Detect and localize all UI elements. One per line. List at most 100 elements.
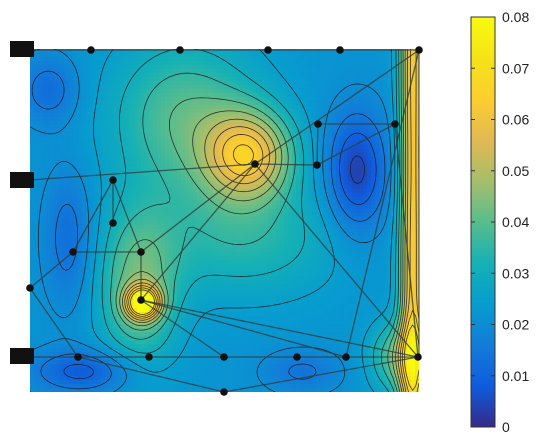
field-cell (351, 232, 357, 238)
field-cell (339, 52, 345, 58)
field-cell (133, 88, 138, 94)
field-cell (363, 112, 368, 118)
field-cell (367, 148, 372, 154)
field-cell (33, 164, 39, 170)
field-cell (288, 180, 293, 186)
field-cell (367, 49, 372, 54)
field-cell (228, 148, 234, 154)
field-cell (204, 220, 210, 226)
field-cell (375, 152, 380, 158)
field-cell (387, 160, 392, 166)
field-cell (343, 124, 349, 130)
field-cell (196, 188, 202, 194)
field-cell (65, 228, 71, 234)
field-cell (200, 160, 206, 166)
field-cell (129, 248, 134, 254)
field-cell (375, 80, 380, 86)
field-cell (323, 152, 329, 158)
field-cell (180, 196, 186, 202)
field-cell (371, 104, 376, 110)
field-cell (387, 244, 392, 250)
field-cell (145, 49, 150, 54)
field-cell (307, 96, 313, 102)
field-cell (81, 244, 87, 250)
field-cell (228, 204, 234, 210)
field-cell (129, 64, 134, 70)
field-cell (113, 228, 118, 234)
field-cell (411, 100, 416, 106)
field-cell (228, 192, 234, 198)
field-cell (260, 180, 265, 186)
field-cell (224, 84, 230, 90)
field-cell (351, 164, 357, 170)
field-cell (61, 116, 67, 122)
field-cell (37, 180, 43, 186)
field-cell (164, 112, 170, 118)
field-cell (224, 232, 230, 238)
field-cell (224, 140, 230, 146)
field-cell (383, 124, 388, 130)
field-cell (184, 248, 190, 254)
field-cell (30, 240, 35, 246)
field-cell (212, 220, 218, 226)
field-cell (73, 176, 79, 182)
field-cell (204, 80, 210, 86)
field-cell (264, 180, 269, 186)
field-cell (184, 136, 190, 142)
field-cell (355, 176, 361, 182)
field-cell (264, 76, 269, 82)
field-cell (105, 49, 110, 54)
field-cell (145, 224, 150, 230)
field-cell (311, 228, 317, 234)
field-cell (37, 56, 43, 62)
field-cell (69, 124, 75, 130)
field-cell (395, 88, 400, 94)
field-cell (164, 240, 170, 246)
field-cell (407, 236, 412, 242)
field-cell (93, 116, 99, 122)
field-cell (240, 56, 245, 62)
field-cell (411, 140, 416, 146)
field-cell (89, 116, 95, 122)
field-cell (291, 120, 297, 126)
field-cell (196, 80, 202, 86)
field-cell (81, 224, 87, 230)
field-cell (73, 132, 79, 138)
field-cell (121, 52, 126, 58)
field-cell (240, 232, 245, 238)
field-cell (196, 124, 202, 130)
field-cell (69, 144, 75, 150)
field-cell (53, 108, 59, 114)
field-cell (359, 84, 365, 90)
field-cell (196, 132, 202, 138)
field-cell (121, 148, 126, 154)
field-cell (228, 136, 234, 142)
field-cell (73, 49, 79, 54)
field-cell (311, 188, 317, 194)
field-cell (415, 232, 419, 238)
field-cell (303, 96, 309, 102)
field-cell (280, 104, 285, 110)
field-cell (105, 124, 110, 130)
field-cell (45, 88, 51, 94)
field-cell (109, 140, 114, 146)
field-cell (252, 208, 257, 214)
field-cell (133, 60, 138, 66)
field-cell (228, 208, 234, 214)
field-cell (280, 68, 285, 74)
field-cell (256, 196, 261, 202)
field-cell (319, 228, 325, 234)
field-cell (97, 64, 103, 70)
field-cell (228, 228, 234, 234)
field-cell (41, 232, 47, 238)
field-cell (129, 160, 134, 166)
field-cell (77, 148, 83, 154)
field-cell (212, 244, 218, 250)
field-cell (184, 108, 190, 114)
field-cell (141, 208, 146, 214)
field-cell (49, 200, 55, 206)
field-cell (133, 132, 138, 138)
field-cell (133, 92, 138, 98)
field-cell (37, 68, 43, 74)
field-cell (268, 184, 273, 190)
